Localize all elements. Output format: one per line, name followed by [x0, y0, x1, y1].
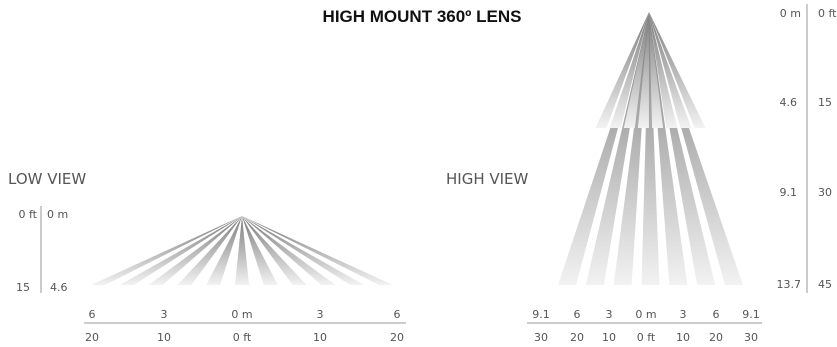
- low-range-ft-4: 20: [390, 331, 404, 344]
- low-range-m-4: 6: [394, 308, 401, 321]
- low-range-m-0: 6: [89, 308, 96, 321]
- high-view-label: HIGH VIEW: [446, 170, 529, 188]
- low-view-label: LOW VIEW: [8, 170, 86, 188]
- high-range-ft-5: 20: [709, 331, 723, 344]
- high-inner-beam-4: [637, 12, 649, 128]
- high-range-m-2: 3: [606, 308, 613, 321]
- high-range-labels: 9.1 6 3 0 m 3 6 9.1 30 20 10 0 ft 10 20 30: [532, 308, 760, 344]
- low-height-ft-1: 15: [16, 281, 30, 294]
- high-height-m-0: 0 m: [780, 7, 801, 20]
- low-beam-11: [242, 216, 393, 285]
- high-range-ft-0: 30: [534, 331, 548, 344]
- low-height-ft-0: 0 ft: [19, 208, 38, 221]
- high-height-m-1: 4.6: [780, 96, 798, 109]
- high-inner-beam-3: [623, 12, 649, 128]
- high-range-m-0: 9.1: [532, 308, 550, 321]
- high-outer-beam-5: [649, 12, 688, 285]
- high-height-ft-0: 0 ft: [818, 7, 837, 20]
- low-range-m-2: 0 m: [231, 308, 252, 321]
- low-view-beams: [91, 216, 393, 285]
- high-height-ft-2: 30: [818, 186, 832, 199]
- high-view-panel: HIGH VIEW 0 m 0 ft 4.6 15 9.1 30 13.7 45…: [446, 4, 837, 344]
- high-range-ft-6: 30: [744, 331, 758, 344]
- low-beam-10: [242, 216, 365, 285]
- high-outer-beam-6: [649, 12, 716, 285]
- low-range-ft-2: 0 ft: [233, 331, 252, 344]
- low-range-m-3: 3: [317, 308, 324, 321]
- high-range-ft-4: 10: [676, 331, 690, 344]
- low-height-m-0: 0 m: [47, 208, 68, 221]
- low-view-panel: LOW VIEW 0 ft 0 m 15 4.6 6 3 0 m 3 6 20 10 0 ft…: [8, 170, 406, 344]
- low-beam-3: [148, 216, 242, 285]
- high-range-ft-3: 0 ft: [637, 331, 656, 344]
- high-height-ft-3: 45: [818, 278, 832, 291]
- high-range-m-5: 6: [713, 308, 720, 321]
- low-range-ft-3: 10: [313, 331, 327, 344]
- high-range-m-6: 9.1: [742, 308, 760, 321]
- high-inner-beam-5: [649, 12, 664, 128]
- high-inner-beam-2: [609, 12, 649, 128]
- high-inner-beam-7: [649, 12, 692, 128]
- diagram-title: HIGH MOUNT 360º LENS: [323, 7, 522, 26]
- high-view-beams: [558, 12, 743, 285]
- high-range-ft-2: 10: [602, 331, 616, 344]
- high-range-ft-1: 20: [570, 331, 584, 344]
- low-range-ft-1: 10: [157, 331, 171, 344]
- low-range-m-1: 3: [161, 308, 168, 321]
- high-outer-beam-4: [641, 12, 660, 285]
- low-beam-9: [242, 216, 336, 285]
- high-height-m-2: 9.1: [780, 186, 798, 199]
- high-range-m-4: 3: [680, 308, 687, 321]
- high-range-m-1: 6: [574, 308, 581, 321]
- low-beam-8: [242, 216, 307, 285]
- low-range-ft-0: 20: [85, 331, 99, 344]
- low-height-m-1: 4.6: [50, 281, 68, 294]
- low-range-labels: 6 3 0 m 3 6 20 10 0 ft 10 20: [85, 308, 404, 344]
- low-beam-7: [242, 216, 278, 285]
- high-height-m-3: 13.7: [777, 278, 802, 291]
- high-outer-beam-2: [585, 12, 649, 285]
- high-range-m-3: 0 m: [635, 308, 656, 321]
- high-height-ft-1: 15: [818, 96, 832, 109]
- low-beam-5: [206, 216, 242, 285]
- low-beam-6: [235, 216, 249, 285]
- low-beam-1: [91, 216, 242, 285]
- high-inner-beam-6: [649, 12, 678, 128]
- high-inner-beam-8: [649, 12, 706, 128]
- low-beam-4: [177, 216, 242, 285]
- high-inner-beam-1: [595, 12, 649, 128]
- low-beam-2: [119, 216, 242, 285]
